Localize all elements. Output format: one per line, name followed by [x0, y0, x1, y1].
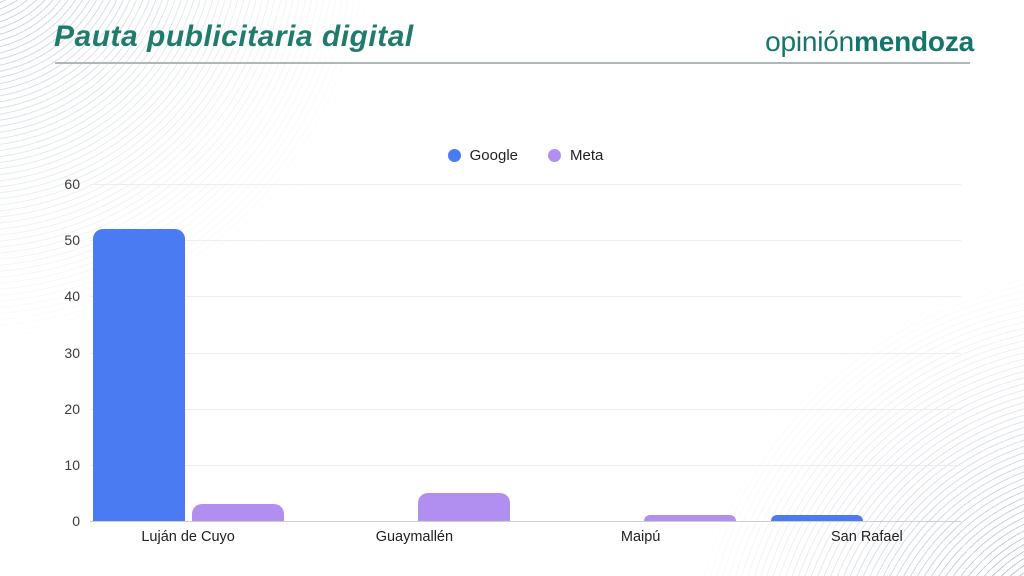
- y-axis-tick-label: 40: [64, 288, 80, 305]
- gridline: [90, 521, 961, 522]
- gridline: [90, 464, 961, 466]
- y-axis-tick-label: 10: [64, 456, 80, 473]
- gridline: [90, 352, 961, 354]
- bar-meta: [191, 504, 284, 521]
- x-axis-category-label: San Rafael: [831, 529, 903, 545]
- chart-legend: Google Meta: [90, 145, 961, 165]
- y-axis-tick-label: 50: [64, 232, 80, 249]
- bar-groups: Luján de Cuyo Guaymallén Maipú San Rafael: [75, 184, 980, 545]
- bar-google: [771, 515, 864, 521]
- gridline: [90, 408, 961, 410]
- y-axis-tick-label: 20: [64, 400, 80, 417]
- category-group: Maipú: [528, 184, 754, 545]
- x-axis-category-label: Maipú: [620, 529, 661, 545]
- bars-row: [754, 184, 980, 521]
- brand-logo-light: opinión: [765, 26, 855, 57]
- brand-logo-bold: mendoza: [854, 26, 974, 57]
- header-underline: [55, 62, 970, 64]
- x-axis-category-label: Luján de Cuyo: [141, 529, 235, 545]
- bar-meta: [644, 515, 737, 521]
- bars-row: [75, 184, 301, 521]
- page-title: Pauta publicitaria digital: [54, 20, 414, 53]
- y-axis: 0 10 20 30 40 50 60: [0, 176, 80, 529]
- category-group: San Rafael: [754, 184, 980, 545]
- bars-row: [528, 184, 754, 521]
- legend-item-meta: Meta: [548, 147, 603, 164]
- legend-label: Meta: [570, 146, 604, 164]
- y-axis-tick-label: 0: [72, 513, 80, 529]
- gridline: [90, 296, 961, 298]
- y-axis-tick-label: 30: [64, 344, 80, 361]
- y-axis-tick-label: 60: [64, 176, 80, 192]
- legend-swatch-icon: [447, 148, 461, 162]
- x-axis-category-label: Guaymallén: [375, 529, 454, 545]
- legend-item-google: Google: [447, 146, 518, 164]
- legend-label: Google: [469, 146, 518, 164]
- legend-swatch-icon: [548, 148, 561, 162]
- brand-logo: opiniónmendoza: [765, 26, 974, 58]
- category-group: Guaymallén: [301, 184, 527, 545]
- category-group: Luján de Cuyo: [75, 184, 301, 545]
- bar-meta: [417, 492, 510, 521]
- bars-row: [301, 184, 527, 521]
- gridline: [90, 184, 961, 185]
- gridline: [90, 240, 961, 242]
- bar-google: [92, 228, 185, 521]
- chart-plot-area: Luján de Cuyo Guaymallén Maipú San Rafael: [90, 184, 961, 545]
